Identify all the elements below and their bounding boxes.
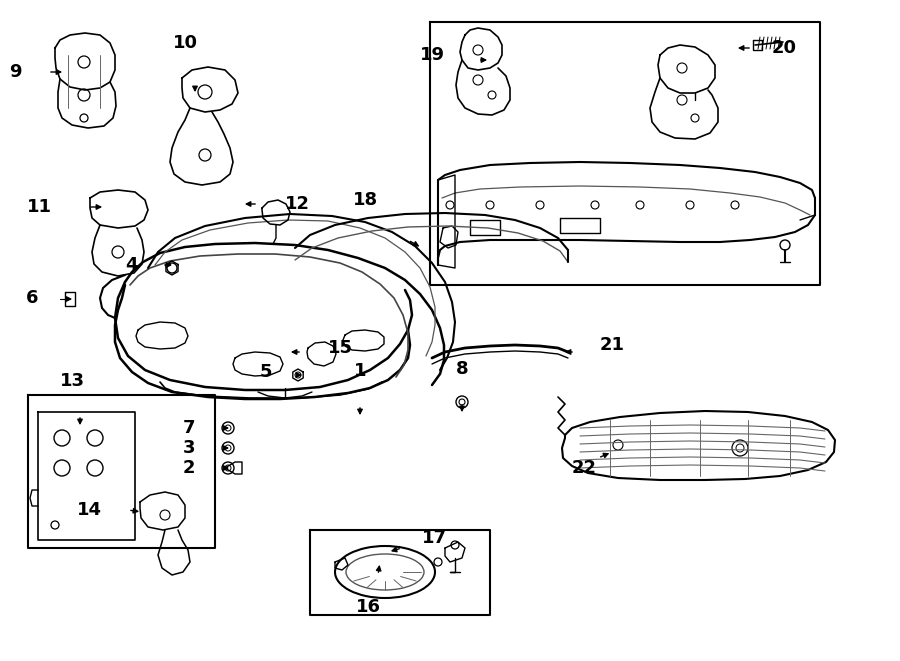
Text: 10: 10: [173, 34, 197, 52]
Text: 4: 4: [125, 256, 138, 274]
Text: 6: 6: [25, 289, 38, 307]
Text: 5: 5: [259, 363, 272, 381]
Text: 19: 19: [420, 46, 445, 64]
Text: 20: 20: [772, 39, 797, 57]
Text: 11: 11: [27, 198, 52, 216]
Text: 9: 9: [10, 63, 22, 81]
Text: 13: 13: [59, 372, 85, 390]
Text: 3: 3: [183, 439, 195, 457]
Text: 21: 21: [600, 336, 625, 354]
Text: 15: 15: [328, 339, 353, 357]
Text: 7: 7: [183, 419, 195, 437]
Text: 12: 12: [285, 195, 310, 213]
Text: 16: 16: [356, 598, 381, 616]
Text: 2: 2: [183, 459, 195, 477]
Text: 14: 14: [77, 501, 102, 519]
Text: 17: 17: [422, 529, 447, 547]
Text: 8: 8: [455, 360, 468, 378]
Text: 18: 18: [353, 191, 378, 209]
Text: 1: 1: [354, 362, 366, 380]
Text: 22: 22: [572, 459, 597, 477]
